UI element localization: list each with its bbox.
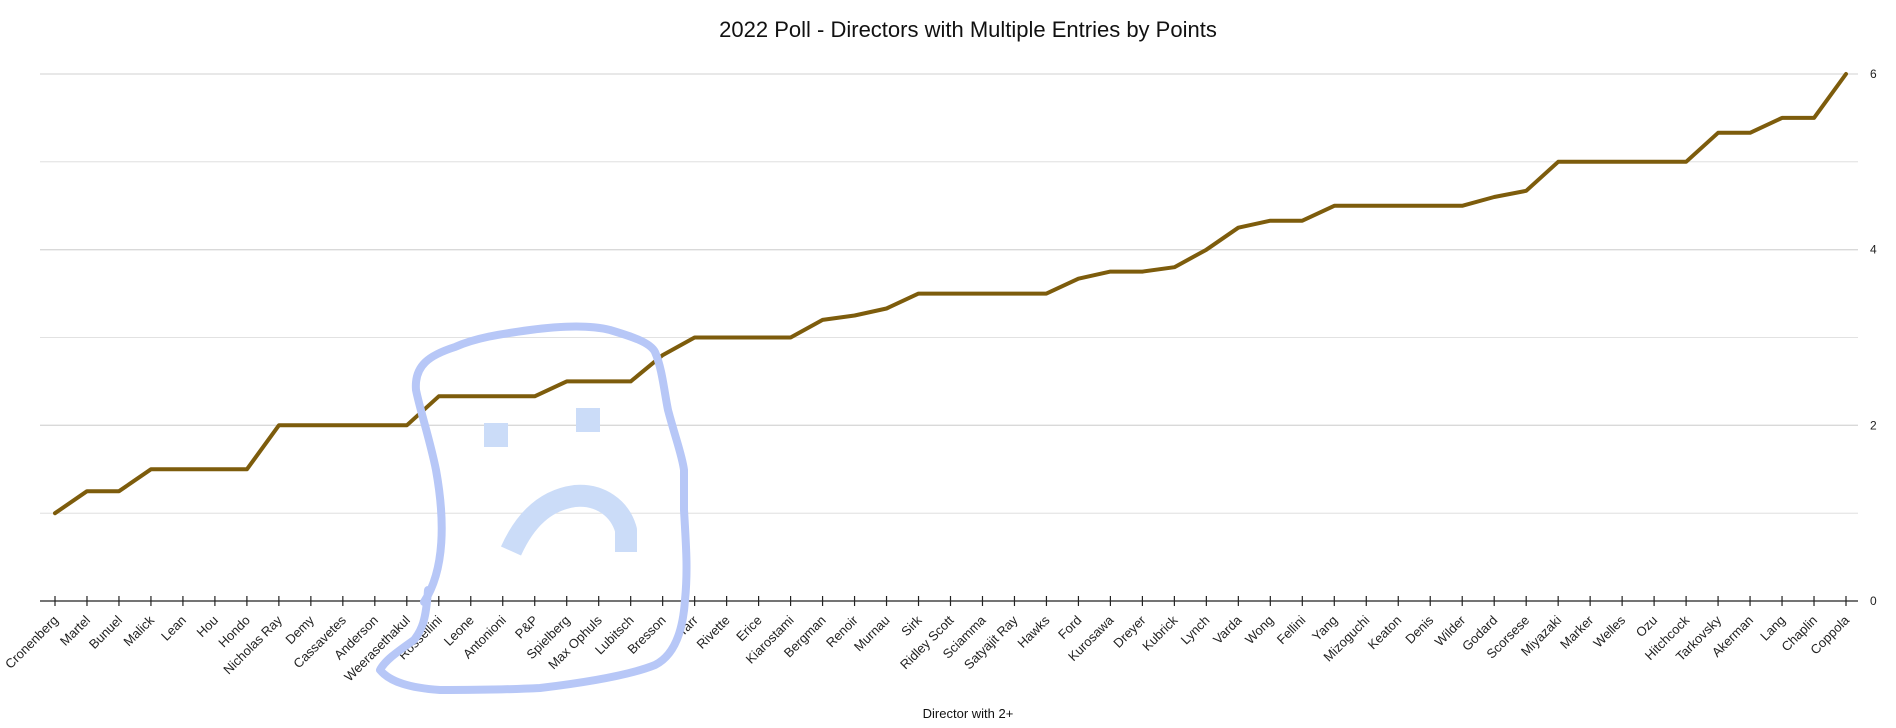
y-tick-label: 2	[1870, 418, 1877, 432]
x-tick-label: Rivette	[694, 613, 733, 652]
x-axis-label: Director with 2+	[923, 706, 1014, 721]
y-tick-label: 4	[1870, 243, 1877, 257]
y-tick-label: 0	[1870, 594, 1877, 608]
sad-face-annotation	[376, 322, 691, 694]
x-tick-label: Cronenberg	[2, 613, 61, 672]
frown-mouth	[500, 484, 637, 556]
scribble-outline	[376, 322, 691, 694]
chart-title: 2022 Poll - Directors with Multiple Entr…	[719, 17, 1217, 42]
right-eye	[576, 408, 600, 432]
x-tick-label: Ozu	[1633, 613, 1660, 640]
x-tick-label: Denis	[1402, 612, 1436, 646]
x-tick-label: Fellini	[1274, 612, 1309, 647]
x-tick-label: Welles	[1590, 612, 1628, 650]
left-eye	[484, 423, 508, 447]
x-tick-label: Murnau	[851, 613, 893, 655]
series-line	[53, 72, 1848, 516]
x-tick-label: Marker	[1557, 612, 1597, 652]
x-tick-label: Lynch	[1178, 613, 1213, 648]
x-tick-label: Kubrick	[1139, 612, 1181, 654]
x-tick-label: Wong	[1242, 613, 1276, 647]
x-tick-label: Hou	[194, 613, 221, 640]
x-tick-label: Malick	[120, 612, 157, 649]
series-layer	[53, 72, 1848, 516]
x-tick-label: Hawks	[1014, 612, 1053, 651]
x-tick-label: Lean	[158, 613, 189, 644]
x-tick-label: Bunuel	[86, 612, 125, 651]
x-tick-label: Sirk	[898, 612, 925, 639]
y-axis: 0 2 4 6	[1870, 67, 1877, 608]
x-tick-label: Keaton	[1365, 613, 1405, 653]
x-tick-label: Varda	[1210, 612, 1245, 647]
y-tick-label: 6	[1870, 67, 1877, 81]
